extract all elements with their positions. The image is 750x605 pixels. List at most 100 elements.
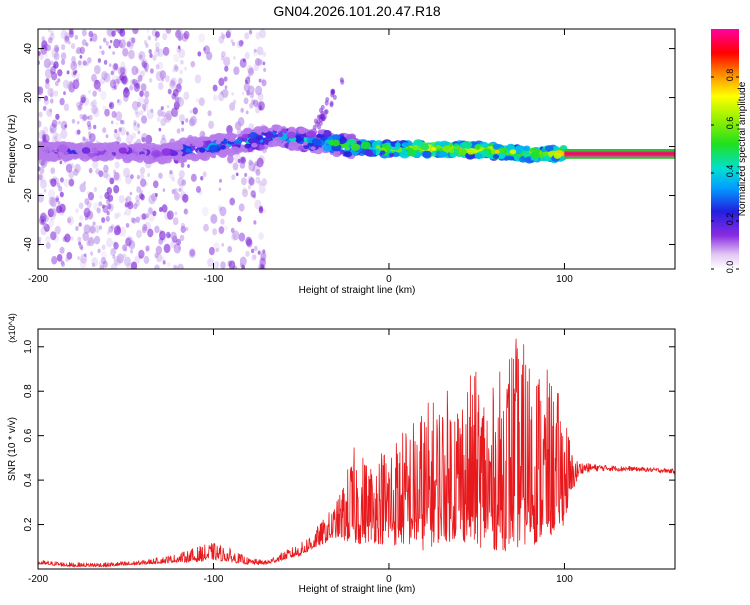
noise-blob [50, 167, 56, 175]
noise-blob [172, 217, 179, 226]
noise-blob [238, 39, 244, 47]
noise-blob [159, 230, 166, 241]
noise-blob [155, 46, 160, 53]
noise-blob [157, 82, 164, 91]
ridge-blob [185, 148, 192, 153]
ridge-blob [210, 154, 217, 159]
noise-blob [92, 160, 99, 169]
noise-blob [140, 132, 149, 143]
ridge-blob [492, 154, 500, 159]
noise-blob [122, 36, 126, 41]
noise-blob [116, 227, 121, 233]
ridge-blob [190, 156, 197, 161]
noise-blob [161, 256, 165, 262]
noise-blob [90, 251, 94, 256]
ridge-blob [211, 136, 218, 141]
steady-band-edge-top [564, 149, 675, 152]
noise-blob [56, 253, 63, 262]
noise-blob [103, 164, 109, 173]
noise-blob [147, 206, 154, 215]
noise-blob [324, 109, 329, 115]
noise-blob [123, 86, 129, 94]
ridge-blob [231, 134, 237, 139]
noise-blob [166, 210, 174, 220]
noise-blob [40, 179, 47, 189]
noise-blob [67, 215, 75, 226]
noise-blob [114, 29, 118, 32]
noise-blob [133, 203, 138, 210]
noise-blob [111, 74, 119, 84]
noise-blob [157, 48, 164, 58]
noise-blob [49, 123, 57, 134]
noise-blob [38, 236, 42, 242]
noise-blob [139, 213, 145, 221]
noise-blob [143, 62, 150, 71]
ridge-blob [136, 146, 144, 152]
noise-blob [79, 46, 85, 55]
noise-blob [203, 47, 206, 52]
noise-blob [56, 205, 63, 214]
ridge-blob [313, 139, 322, 146]
spectrogram-xtick-label: -200 [28, 274, 48, 285]
colorbar-tick-label: 0.0 [725, 261, 735, 274]
noise-blob [179, 69, 183, 75]
noise-blob [102, 37, 107, 43]
noise-blob [232, 230, 240, 241]
noise-blob [144, 90, 150, 99]
noise-blob [178, 246, 182, 250]
noise-blob [114, 172, 122, 183]
ridge-blob [66, 155, 73, 161]
noise-blob [260, 256, 266, 264]
noise-blob [125, 200, 129, 205]
ridge-blob [184, 154, 193, 160]
noise-blob [178, 187, 182, 192]
noise-blob [180, 225, 186, 234]
noise-blob [49, 178, 53, 184]
noise-blob [243, 97, 249, 105]
noise-blob [316, 114, 321, 120]
ridge-blob [280, 128, 287, 133]
noise-blob [259, 205, 264, 212]
noise-blob [170, 239, 177, 249]
noise-blob [156, 116, 161, 123]
ridge-blob [96, 144, 106, 152]
noise-blob [120, 61, 126, 69]
noise-blob [59, 177, 64, 183]
noise-blob [51, 71, 58, 81]
noise-blob [141, 61, 148, 69]
noise-blob [123, 256, 131, 267]
noise-blob [42, 105, 47, 111]
noise-blob [145, 134, 153, 145]
noise-blob [137, 130, 141, 135]
noise-blob [87, 236, 95, 247]
spectrogram-data [38, 29, 675, 269]
noise-blob [125, 134, 134, 145]
noise-blob [117, 98, 122, 106]
colorbar-axes: 0.0 0.2 0.4 0.6 0.8 [711, 69, 739, 274]
noise-blob [53, 90, 59, 97]
noise-blob [102, 204, 109, 214]
noise-blob [250, 190, 256, 198]
noise-blob [83, 253, 87, 258]
noise-blob [173, 264, 177, 269]
noise-blob [44, 68, 53, 79]
noise-blob [239, 157, 244, 163]
noise-blob [147, 173, 151, 178]
noise-blob [116, 136, 122, 143]
noise-blob [154, 48, 160, 57]
noise-blob [112, 62, 119, 72]
noise-blob [212, 228, 218, 236]
noise-blob [127, 201, 134, 210]
noise-blob [136, 229, 143, 239]
noise-blob [113, 185, 120, 194]
noise-blob [72, 70, 77, 76]
noise-blob [195, 97, 199, 103]
noise-blob [133, 122, 137, 127]
noise-blob [227, 154, 234, 164]
noise-blob [88, 30, 94, 38]
ridge-blob [303, 144, 310, 150]
noise-blob [176, 128, 181, 134]
noise-blob [177, 45, 181, 50]
noise-blob [207, 257, 214, 268]
